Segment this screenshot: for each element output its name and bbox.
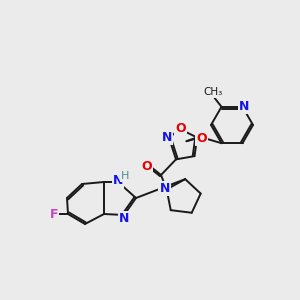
Text: H: H [121,171,129,181]
Text: N: N [119,212,129,224]
Text: O: O [175,122,185,135]
Text: N: N [160,182,170,195]
Text: N: N [113,175,123,188]
Text: N: N [239,100,250,113]
Text: O: O [196,132,207,145]
Text: CH₃: CH₃ [203,87,222,97]
Text: O: O [142,160,152,172]
Text: F: F [50,208,58,220]
Text: N: N [162,131,172,144]
